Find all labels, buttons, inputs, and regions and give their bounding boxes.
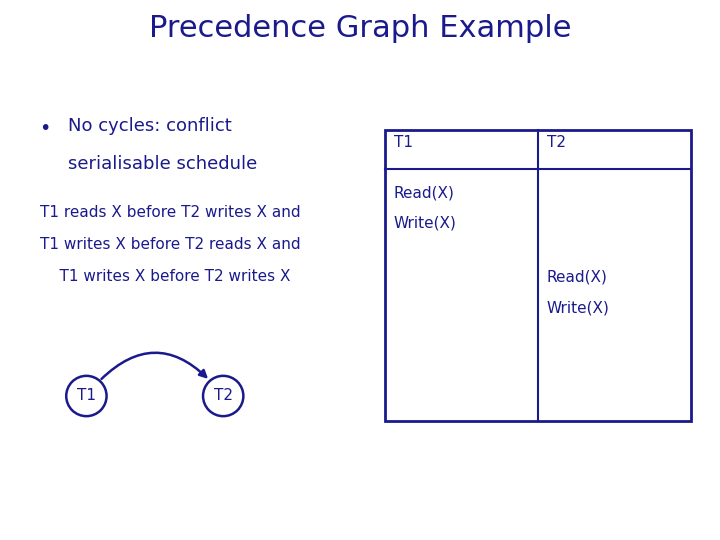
Text: Read(X): Read(X) [547,270,608,285]
Text: Write(X): Write(X) [394,215,456,230]
Text: T1: T1 [77,388,96,403]
Text: T1 reads X before T2 writes X and: T1 reads X before T2 writes X and [40,205,300,220]
Text: Precedence Graph Example: Precedence Graph Example [149,15,571,43]
Text: No cycles: conflict: No cycles: conflict [68,117,232,134]
Text: T2: T2 [547,136,566,150]
Text: T1 writes X before T2 reads X and: T1 writes X before T2 reads X and [40,237,300,252]
Text: Write(X): Write(X) [547,300,610,315]
Text: •: • [40,119,51,138]
Circle shape [66,376,107,416]
Text: serialisable schedule: serialisable schedule [68,155,258,173]
Text: Read(X): Read(X) [394,185,455,200]
Text: T2: T2 [214,388,233,403]
Text: T1: T1 [394,136,413,150]
Bar [385,130,691,421]
Circle shape [203,376,243,416]
Text: T1 writes X before T2 writes X: T1 writes X before T2 writes X [40,268,290,284]
FancyArrowPatch shape [102,353,206,379]
